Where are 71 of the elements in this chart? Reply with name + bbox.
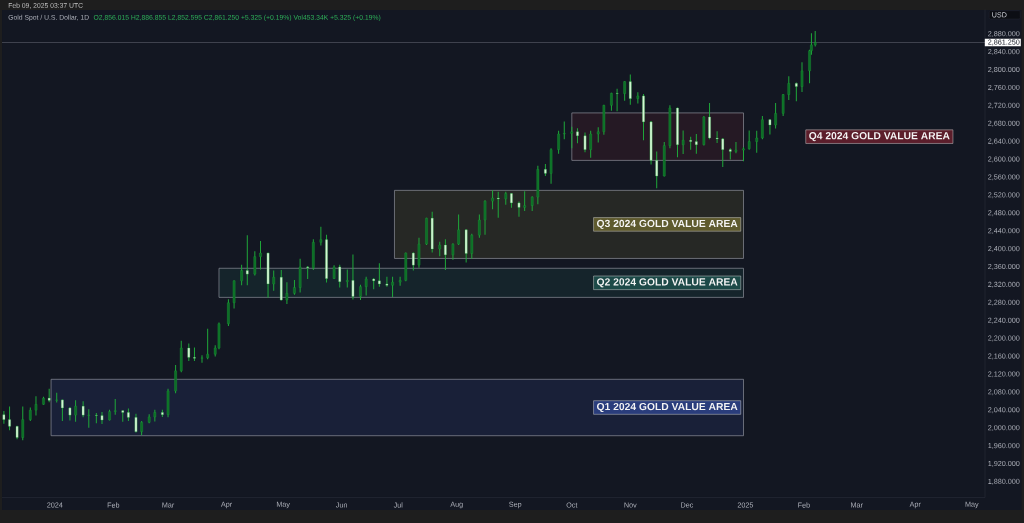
candlestick bbox=[470, 233, 474, 260]
candlestick bbox=[253, 250, 257, 276]
candlestick bbox=[629, 73, 632, 106]
candlestick bbox=[272, 270, 275, 292]
candlestick bbox=[74, 399, 77, 423]
candlestick bbox=[206, 328, 209, 360]
candlestick bbox=[623, 80, 626, 102]
candlestick bbox=[800, 61, 804, 93]
candlestick bbox=[338, 264, 342, 289]
candlestick bbox=[391, 276, 394, 298]
candlestick bbox=[491, 189, 494, 210]
candlestick bbox=[34, 395, 38, 417]
candlestick bbox=[734, 141, 738, 154]
candlestick bbox=[232, 279, 236, 310]
candlestick bbox=[279, 269, 283, 302]
candlestick bbox=[496, 191, 500, 219]
candlestick bbox=[417, 237, 421, 269]
candlestick bbox=[755, 130, 758, 154]
candlestick bbox=[21, 406, 25, 441]
candlestick bbox=[227, 298, 230, 327]
candlestick bbox=[61, 398, 64, 422]
series-label: Q1 2024 GOLD VALUE AREA bbox=[597, 402, 738, 413]
candlestick bbox=[8, 406, 11, 431]
candlestick bbox=[398, 276, 402, 287]
candlestick bbox=[795, 81, 798, 102]
candlestick bbox=[570, 126, 574, 149]
candlestick bbox=[2, 410, 6, 425]
candlestick bbox=[768, 118, 772, 135]
candlestick bbox=[478, 214, 481, 239]
candlestick bbox=[583, 132, 587, 153]
candlestick bbox=[557, 130, 560, 155]
candlestick bbox=[319, 226, 323, 246]
text: Q4 2024 GOLD VALUE AREA bbox=[809, 132, 950, 142]
candlestick bbox=[781, 93, 785, 117]
candlestick bbox=[285, 281, 289, 305]
candlestick bbox=[351, 253, 355, 301]
candlestick bbox=[166, 388, 170, 418]
candlestick bbox=[721, 137, 725, 168]
candlestick bbox=[412, 251, 415, 272]
candlestick bbox=[517, 201, 521, 218]
candlestick bbox=[523, 190, 526, 212]
candlestick bbox=[615, 88, 619, 112]
candlestick bbox=[695, 133, 698, 155]
candlestick bbox=[378, 262, 381, 288]
candlestick bbox=[457, 214, 460, 246]
candlestick bbox=[298, 258, 302, 293]
candlestick bbox=[747, 129, 751, 151]
candlestick bbox=[100, 411, 104, 425]
candlestick bbox=[385, 276, 389, 288]
candlestick bbox=[259, 240, 262, 271]
candlestick bbox=[549, 147, 553, 185]
candlestick bbox=[483, 199, 487, 236]
series-label: Q3 2024 GOLD VALUE AREA bbox=[597, 219, 738, 229]
candlestick bbox=[464, 228, 468, 263]
candlestick bbox=[364, 276, 368, 297]
candlestick bbox=[174, 364, 177, 394]
candlestick bbox=[240, 264, 243, 286]
candlestick bbox=[715, 130, 719, 144]
candlestick bbox=[444, 238, 447, 271]
candlestick bbox=[200, 354, 204, 364]
series-label: Q2 2024 GOLD VALUE AREA bbox=[597, 278, 738, 288]
candlestick bbox=[655, 150, 658, 189]
candlestick bbox=[179, 340, 183, 373]
candlestick bbox=[87, 408, 91, 429]
candlestick bbox=[589, 130, 592, 159]
candlestick bbox=[708, 102, 711, 140]
candlestick bbox=[246, 234, 249, 286]
candlestick bbox=[681, 129, 685, 155]
candlestick bbox=[774, 102, 777, 130]
candlestick bbox=[134, 413, 138, 434]
candlestick bbox=[787, 75, 791, 101]
